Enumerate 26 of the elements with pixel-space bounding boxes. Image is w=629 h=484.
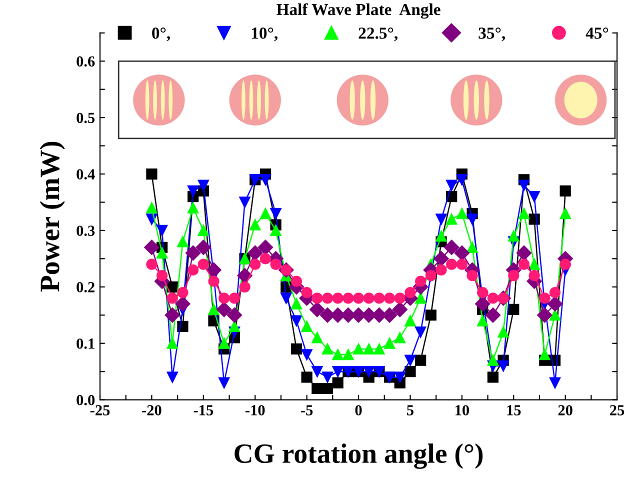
legend-label: 10°,	[252, 28, 278, 42]
x-tick-label: 15	[507, 405, 521, 416]
x-tick-label: 5	[407, 405, 414, 416]
y-tick-label: 0.5	[76, 112, 95, 124]
x-tick-label: -25	[90, 405, 110, 416]
x-tick-label: 25	[610, 405, 624, 416]
y-tick-label: 0.3	[76, 226, 95, 236]
legend-title: Half Wave Plate Angle	[276, 3, 440, 19]
legend-label: 0°,	[152, 28, 170, 42]
x-tick-label: -15	[194, 405, 214, 416]
y-tick-label: 0.2	[76, 282, 94, 292]
legend-label: 45°	[586, 28, 608, 39]
y-tick-label: 0.1	[76, 338, 94, 349]
legend-label: 35°,	[478, 28, 505, 42]
x-tick-label: 0	[355, 405, 362, 416]
x-tick-label: -5	[301, 405, 313, 416]
y-axis-title: Power (mW)	[40, 142, 65, 292]
y-tick-label: 0.6	[76, 56, 95, 67]
y-tick-label: 0.0	[76, 394, 95, 406]
y-tick-label: 0.4	[76, 169, 95, 180]
x-tick-label: -10	[246, 405, 265, 416]
x-tick-label: 20	[558, 405, 572, 416]
x-tick-label: -20	[142, 405, 162, 416]
legend-label: 22.5°,	[358, 28, 398, 42]
x-tick-label: 10	[456, 405, 469, 416]
x-axis-title: CG rotation angle (°)	[234, 444, 483, 469]
